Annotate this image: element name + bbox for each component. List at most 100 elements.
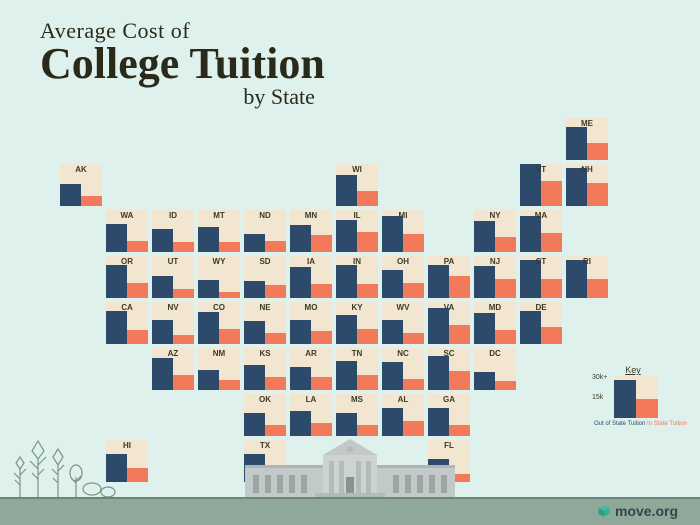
legend-sample-cell: 30k+ 15k xyxy=(614,376,658,418)
state-label: WY xyxy=(198,257,240,266)
bar-in-state xyxy=(403,333,424,344)
bar-in-state xyxy=(311,284,332,298)
bar-in-state xyxy=(449,276,470,298)
state-label: MI xyxy=(382,211,424,220)
state-label: KS xyxy=(244,349,286,358)
state-cell-va: VA xyxy=(428,302,470,344)
state-label: WA xyxy=(106,211,148,220)
state-cell-wa: WA xyxy=(106,210,148,252)
bar-out-state xyxy=(198,280,219,298)
bar-out-state xyxy=(290,320,311,344)
bar-out-state xyxy=(336,220,357,252)
bar-out-state xyxy=(198,370,219,390)
bar-in-state xyxy=(587,143,608,160)
state-label: HI xyxy=(106,441,148,450)
state-cell-ak: AK xyxy=(60,164,102,206)
bar-out-state xyxy=(474,221,495,252)
state-cell-ok: OK xyxy=(244,394,286,436)
bar-out-state xyxy=(474,372,495,390)
state-label: IL xyxy=(336,211,378,220)
legend-in-label: In State Tuition xyxy=(647,421,687,427)
state-label: ME xyxy=(566,119,608,128)
state-cell-sd: SD xyxy=(244,256,286,298)
legend-key: Key 30k+ 15k Out of State Tuition In Sta… xyxy=(594,365,672,427)
bar-out-state xyxy=(382,362,403,390)
bar-in-state xyxy=(265,425,286,436)
bar-in-state xyxy=(357,232,378,252)
state-label: MO xyxy=(290,303,332,312)
bar-in-state xyxy=(173,375,194,390)
state-cell-de: DE xyxy=(520,302,562,344)
bar-out-state xyxy=(428,408,449,436)
bar-in-state xyxy=(311,235,332,252)
bar-out-state xyxy=(60,184,81,206)
state-cell-al: AL xyxy=(382,394,424,436)
bar-out-state xyxy=(566,127,587,160)
state-label: NC xyxy=(382,349,424,358)
bar-in-state xyxy=(219,292,240,298)
bar-in-state xyxy=(541,233,562,252)
bar-out-state xyxy=(152,320,173,344)
state-label: MN xyxy=(290,211,332,220)
bar-out-state xyxy=(520,311,541,344)
legend-bar-in xyxy=(636,399,658,418)
state-cell-ny: NY xyxy=(474,210,516,252)
bar-in-state xyxy=(127,330,148,344)
state-cell-ms: MS xyxy=(336,394,378,436)
state-label: WV xyxy=(382,303,424,312)
state-label: ID xyxy=(152,211,194,220)
state-cell-ut: UT xyxy=(152,256,194,298)
legend-tick-high: 30k+ xyxy=(592,374,607,381)
bar-in-state xyxy=(495,381,516,390)
state-cell-or: OR xyxy=(106,256,148,298)
legend-bar-out xyxy=(614,380,636,418)
state-cell-mo: MO xyxy=(290,302,332,344)
state-label: IN xyxy=(336,257,378,266)
state-cell-nc: NC xyxy=(382,348,424,390)
state-label: VA xyxy=(428,303,470,312)
bar-out-state xyxy=(382,216,403,252)
bar-in-state xyxy=(265,377,286,390)
bar-in-state xyxy=(449,371,470,390)
state-cell-nd: ND xyxy=(244,210,286,252)
bar-out-state xyxy=(290,225,311,252)
state-cell-mt: MT xyxy=(198,210,240,252)
state-label: WI xyxy=(336,165,378,174)
state-label: DC xyxy=(474,349,516,358)
state-cell-in: IN xyxy=(336,256,378,298)
state-cell-ca: CA xyxy=(106,302,148,344)
state-cell-ga: GA xyxy=(428,394,470,436)
bar-in-state xyxy=(311,331,332,344)
state-label: CA xyxy=(106,303,148,312)
bar-in-state xyxy=(127,283,148,298)
state-label: CO xyxy=(198,303,240,312)
bar-out-state xyxy=(382,408,403,436)
state-cell-me: ME xyxy=(566,118,608,160)
bar-in-state xyxy=(173,289,194,298)
state-label: TN xyxy=(336,349,378,358)
bar-in-state xyxy=(357,284,378,298)
bar-out-state xyxy=(428,356,449,390)
bar-in-state xyxy=(403,379,424,390)
bar-in-state xyxy=(265,285,286,298)
bar-in-state xyxy=(403,421,424,436)
state-label: AK xyxy=(60,165,102,174)
bar-in-state xyxy=(495,237,516,252)
state-cell-nh: NH xyxy=(566,164,608,206)
state-cell-nj: NJ xyxy=(474,256,516,298)
bar-in-state xyxy=(219,380,240,390)
bar-out-state xyxy=(198,227,219,252)
bar-out-state xyxy=(244,365,265,390)
state-cell-tn: TN xyxy=(336,348,378,390)
title-block: Average Cost of College Tuition by State xyxy=(40,18,325,110)
state-label: OH xyxy=(382,257,424,266)
state-cell-ri: RI xyxy=(566,256,608,298)
bar-out-state xyxy=(106,311,127,344)
state-cell-mn: MN xyxy=(290,210,332,252)
bar-in-state xyxy=(403,283,424,298)
state-label: IA xyxy=(290,257,332,266)
state-cell-wv: WV xyxy=(382,302,424,344)
bar-out-state xyxy=(382,270,403,298)
bar-in-state xyxy=(357,375,378,390)
state-cell-ks: KS xyxy=(244,348,286,390)
